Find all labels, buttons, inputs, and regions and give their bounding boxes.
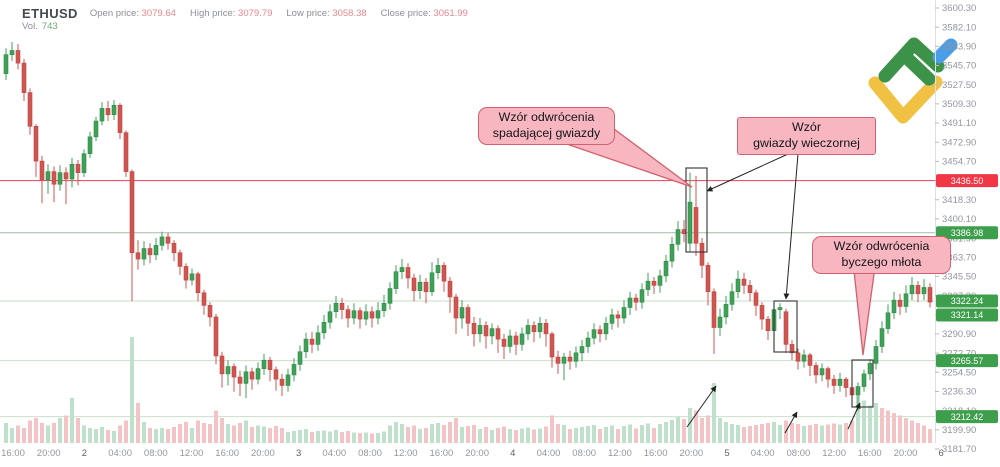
svg-text:16:00: 16:00 — [644, 448, 668, 459]
close-price: Close price: 3061.99 — [380, 8, 468, 20]
svg-text:6: 6 — [939, 448, 944, 459]
annotation-shooting-star-label: Wzór odwrócenia spadającej gwiazdy — [478, 107, 615, 145]
svg-text:20:00: 20:00 — [37, 448, 61, 459]
annotation-hammer-label: Wzór odwrócenia byczego młota — [812, 236, 951, 274]
svg-text:20:00: 20:00 — [251, 448, 275, 459]
svg-text:3400.10: 3400.10 — [942, 214, 976, 225]
svg-text:3236.30: 3236.30 — [942, 387, 976, 398]
svg-text:3582.10: 3582.10 — [942, 22, 976, 33]
svg-text:16:00: 16:00 — [215, 448, 239, 459]
symbol-name[interactable]: ETHUSD — [22, 6, 78, 22]
svg-text:5: 5 — [724, 448, 729, 459]
svg-text:04:00: 04:00 — [751, 448, 775, 459]
svg-text:3527.50: 3527.50 — [942, 80, 976, 91]
candles — [3, 42, 933, 411]
svg-text:3491.10: 3491.10 — [942, 118, 976, 129]
svg-text:3212.42: 3212.42 — [951, 412, 984, 422]
svg-text:3322.24: 3322.24 — [951, 296, 984, 306]
svg-text:3509.30: 3509.30 — [942, 99, 976, 110]
svg-text:3345.50: 3345.50 — [942, 272, 976, 283]
time-axis[interactable]: 16:00 20:00 2 04:00 08:00 12:00 16:00 20:00 3 04:… — [1, 448, 944, 459]
volume-bars — [4, 337, 932, 443]
svg-text:12:00: 12:00 — [608, 448, 632, 459]
price-level-lines — [0, 179, 935, 418]
price-badges: 3436.50 3386.98 3322.24 3321.14 3265.57 3212.… — [936, 174, 998, 424]
svg-text:2: 2 — [82, 448, 87, 459]
svg-text:3436.50: 3436.50 — [951, 176, 984, 186]
annotation-evening-star-label: Wzór gwiazdy wieczornej — [737, 117, 876, 155]
svg-text:04:00: 04:00 — [108, 448, 132, 459]
svg-text:3321.14: 3321.14 — [951, 310, 984, 320]
svg-text:3418.30: 3418.30 — [942, 195, 976, 206]
svg-text:16:00: 16:00 — [858, 448, 882, 459]
svg-text:12:00: 12:00 — [180, 448, 204, 459]
high-price: High price: 3079.79 — [189, 8, 273, 20]
svg-text:3272.70: 3272.70 — [942, 348, 976, 359]
svg-text:3290.90: 3290.90 — [942, 329, 976, 340]
open-price: Open price: 3079.64 — [89, 8, 176, 20]
svg-text:04:00: 04:00 — [322, 448, 346, 459]
svg-text:04:00: 04:00 — [537, 448, 561, 459]
svg-text:20:00: 20:00 — [465, 448, 489, 459]
svg-text:3600.30: 3600.30 — [942, 3, 976, 14]
svg-text:3545.70: 3545.70 — [942, 61, 976, 72]
svg-text:08:00: 08:00 — [144, 448, 168, 459]
svg-text:12:00: 12:00 — [394, 448, 418, 459]
svg-text:3363.70: 3363.70 — [942, 252, 976, 263]
svg-text:20:00: 20:00 — [679, 448, 703, 459]
svg-text:3199.90: 3199.90 — [942, 425, 976, 436]
svg-text:3265.57: 3265.57 — [951, 356, 984, 366]
svg-text:08:00: 08:00 — [358, 448, 382, 459]
low-price: Low price: 3058.38 — [286, 8, 367, 20]
svg-text:3: 3 — [296, 448, 301, 459]
svg-text:20:00: 20:00 — [894, 448, 918, 459]
svg-text:3454.70: 3454.70 — [942, 157, 976, 168]
symbol-header: ETHUSD Open price: 3079.64 High price: 307… — [22, 5, 482, 23]
svg-text:3254.50: 3254.50 — [942, 368, 976, 379]
svg-text:3386.98: 3386.98 — [951, 228, 984, 238]
svg-text:3181.70: 3181.70 — [942, 444, 976, 455]
svg-text:08:00: 08:00 — [572, 448, 596, 459]
annotation-arrows — [686, 153, 861, 434]
svg-text:16:00: 16:00 — [430, 448, 454, 459]
svg-text:08:00: 08:00 — [787, 448, 811, 459]
pattern-boxes — [685, 167, 874, 408]
svg-text:16:00: 16:00 — [1, 448, 25, 459]
svg-text:3472.90: 3472.90 — [942, 137, 976, 148]
svg-text:12:00: 12:00 — [822, 448, 846, 459]
litefinance-logo-icon — [868, 37, 958, 124]
volume-readout: Vol. 743 — [22, 21, 58, 32]
svg-text:3563.90: 3563.90 — [942, 42, 976, 53]
svg-text:4: 4 — [510, 448, 515, 459]
